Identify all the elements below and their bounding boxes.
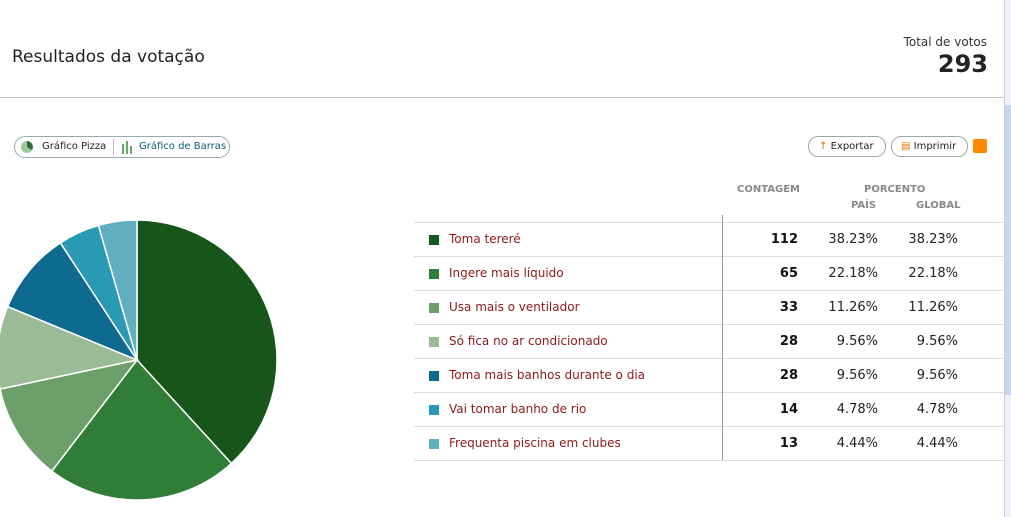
- table-row: Toma tereré 112 38.23% 38.23%: [414, 222, 1003, 257]
- total: 293: [937, 50, 988, 78]
- pie-slice: [50, 358, 233, 501]
- table-row: Usa mais o ventilador 33 11.26% 11.26%: [414, 290, 1003, 325]
- divider: [0, 97, 1003, 98]
- row-label: Vai tomar banho de rio: [449, 402, 587, 416]
- column-header: CONTAGEM: [737, 184, 800, 195]
- row-label: Toma mais banhos durante o dia: [449, 368, 646, 382]
- table-row: Toma mais banhos durante o dia 28 9.56% 9.5…: [414, 358, 1003, 393]
- row-percent-country: 9.56%: [836, 334, 878, 349]
- print-button[interactable]: ▤ Imprimir: [891, 136, 968, 157]
- row-percent-global: 38.23%: [908, 232, 958, 247]
- color-swatch: [429, 405, 439, 415]
- table-row: Vai tomar banho de rio 14 4.78% 4.78%: [414, 392, 1003, 427]
- column-header: GLOBAL: [916, 200, 961, 211]
- row-label: Frequenta piscina em clubes: [449, 436, 621, 450]
- row-percent-global: 4.44%: [916, 436, 958, 451]
- column-divider: [722, 215, 723, 460]
- total-label: Total de votos: [903, 35, 987, 49]
- button-label: Imprimir: [913, 141, 957, 152]
- color-swatch: [429, 337, 439, 347]
- column-header: PORCENTO: [864, 184, 926, 195]
- color-swatch: [429, 439, 439, 449]
- export-button[interactable]: ↑ Exportar: [808, 136, 886, 157]
- row-count: 14: [779, 402, 798, 417]
- row-percent-country: 22.18%: [828, 266, 878, 281]
- row-count: 33: [779, 300, 798, 315]
- pie-slice: [0, 358, 139, 473]
- row-percent-global: 11.26%: [908, 300, 958, 315]
- tab-separator: [113, 139, 114, 155]
- table-row: Só fica no ar condicionado 28 9.56% 9.56%: [414, 324, 1003, 359]
- color-swatch: [429, 371, 439, 381]
- row-percent-global: 9.56%: [916, 334, 958, 349]
- row-label: Ingere mais líquido: [449, 266, 564, 280]
- row-percent-country: 9.56%: [836, 368, 878, 383]
- row-percent-global: 4.78%: [916, 402, 958, 417]
- table-row: Ingere mais líquido 65 22.18% 22.18%: [414, 256, 1003, 291]
- row-percent-global: 9.56%: [916, 368, 958, 383]
- row-label: Toma tereré: [449, 232, 521, 246]
- rss-icon[interactable]: [973, 139, 987, 153]
- scroll-thumb[interactable]: [1005, 105, 1011, 395]
- row-label: Usa mais o ventilador: [449, 300, 580, 314]
- table-row: Frequenta piscina em clubes 13 4.44% 4.44%: [414, 426, 1003, 461]
- title: Resultados da votação: [12, 47, 205, 67]
- color-swatch: [429, 235, 439, 245]
- tab[interactable]: Gráfico de Barras: [139, 141, 227, 152]
- bar-icon: [122, 141, 132, 154]
- row-count: 13: [779, 436, 798, 451]
- row-count: 28: [779, 368, 798, 383]
- chart-tabs: Gráfico Pizza Gráfico de Barras: [14, 136, 230, 158]
- row-percent-country: 4.78%: [836, 402, 878, 417]
- color-swatch: [429, 303, 439, 313]
- column-header: PAÍS: [851, 200, 877, 211]
- row-count: 112: [770, 232, 798, 247]
- row-percent-country: 11.26%: [828, 300, 878, 315]
- row-label: Só fica no ar condicionado: [449, 334, 608, 348]
- table-bottom: [414, 460, 1003, 461]
- pie-slice: [97, 219, 138, 361]
- color-swatch: [429, 269, 439, 279]
- button-label: Exportar: [830, 141, 874, 152]
- tab[interactable]: Gráfico Pizza: [42, 141, 107, 152]
- pie-slice: [0, 305, 140, 390]
- pie-icon: [21, 141, 33, 153]
- row-percent-global: 22.18%: [908, 266, 958, 281]
- row-count: 28: [779, 334, 798, 349]
- row-count: 65: [779, 266, 798, 281]
- row-percent-country: 38.23%: [828, 232, 878, 247]
- pie-slice: [6, 241, 139, 362]
- row-percent-country: 4.44%: [836, 436, 878, 451]
- pie-slice: [136, 219, 278, 465]
- pie-chart: [0, 219, 278, 501]
